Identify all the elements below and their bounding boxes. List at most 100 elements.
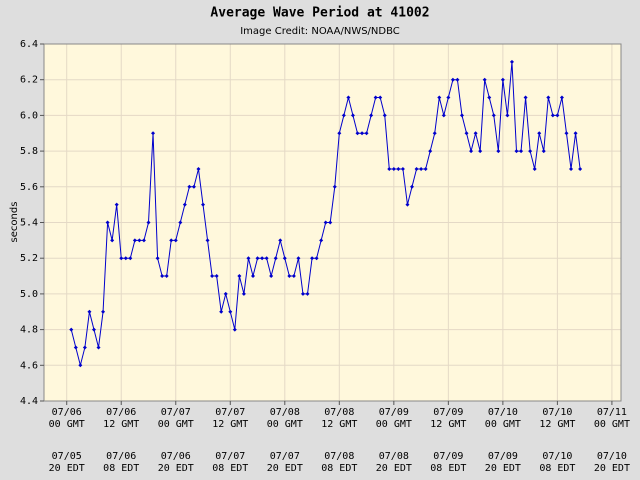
- data-point: [350, 113, 355, 118]
- data-point: [173, 238, 178, 243]
- data-point: [123, 256, 128, 261]
- data-point: [273, 256, 278, 261]
- data-point: [364, 131, 369, 136]
- x-tick-label: 07/06: [52, 407, 82, 418]
- data-point: [182, 202, 187, 207]
- y-tick-label: 6.4: [20, 39, 38, 50]
- data-point: [237, 274, 242, 279]
- data-point: [569, 166, 574, 171]
- x-tick-edt-time: 08 EDT: [103, 463, 139, 474]
- data-point: [419, 166, 424, 171]
- data-point: [187, 184, 192, 189]
- data-point: [446, 95, 451, 100]
- data-point: [441, 113, 446, 118]
- data-point: [346, 95, 351, 100]
- data-point: [146, 220, 151, 225]
- data-point: [559, 95, 564, 100]
- data-point: [300, 291, 305, 296]
- x-tick-edt-time: 08 EDT: [212, 463, 248, 474]
- x-tick-label: 07/10: [488, 407, 518, 418]
- data-point: [232, 327, 237, 332]
- y-tick-label: 5.8: [20, 146, 38, 157]
- data-point: [464, 131, 469, 136]
- x-tick-edt-date: 07/06: [106, 451, 136, 462]
- data-point: [178, 220, 183, 225]
- data-point: [246, 256, 251, 261]
- y-tick-label: 6.2: [20, 75, 38, 86]
- data-point: [87, 309, 92, 314]
- data-point: [196, 166, 201, 171]
- x-tick-edt-time: 20 EDT: [267, 463, 303, 474]
- data-point: [369, 113, 374, 118]
- data-point: [332, 184, 337, 189]
- x-tick-edt-time: 20 EDT: [376, 463, 412, 474]
- data-point: [323, 220, 328, 225]
- x-tick-label: 07/08: [270, 407, 300, 418]
- data-point: [105, 220, 110, 225]
- data-point: [314, 256, 319, 261]
- x-tick-time: 00 GMT: [485, 419, 521, 430]
- x-tick-time: 00 GMT: [267, 419, 303, 430]
- y-tick-label: 4.6: [20, 360, 38, 371]
- x-tick-edt-time: 08 EDT: [321, 463, 357, 474]
- data-point: [469, 149, 474, 154]
- data-point: [319, 238, 324, 243]
- data-point: [169, 238, 174, 243]
- data-point: [228, 309, 233, 314]
- data-point: [205, 238, 210, 243]
- data-point: [337, 131, 342, 136]
- data-point: [128, 256, 133, 261]
- x-tick-edt-date: 07/10: [542, 451, 572, 462]
- data-point: [151, 131, 156, 136]
- data-point: [573, 131, 578, 136]
- data-point: [132, 238, 137, 243]
- series: [69, 59, 583, 368]
- y-tick-label: 6.0: [20, 110, 38, 121]
- data-point: [459, 113, 464, 118]
- data-point: [296, 256, 301, 261]
- data-point: [291, 274, 296, 279]
- data-point: [278, 238, 283, 243]
- data-point: [432, 131, 437, 136]
- data-point: [400, 166, 405, 171]
- data-point: [423, 166, 428, 171]
- x-tick-edt-time: 20 EDT: [485, 463, 521, 474]
- chart-title: Average Wave Period at 41002: [210, 6, 429, 21]
- data-point: [478, 149, 483, 154]
- data-point: [578, 166, 583, 171]
- data-point: [564, 131, 569, 136]
- x-tick-time: 00 GMT: [376, 419, 412, 430]
- data-point: [155, 256, 160, 261]
- x-tick-edt-time: 20 EDT: [594, 463, 630, 474]
- x-tick-edt-time: 20 EDT: [49, 463, 85, 474]
- data-point: [101, 309, 106, 314]
- data-point: [437, 95, 442, 100]
- x-tick-time: 00 GMT: [594, 419, 630, 430]
- data-point: [214, 274, 219, 279]
- data-point: [473, 131, 478, 136]
- x-tick-edt-date: 07/10: [597, 451, 627, 462]
- x-tick-time: 12 GMT: [212, 419, 248, 430]
- data-point: [391, 166, 396, 171]
- data-point: [210, 274, 215, 279]
- data-point: [514, 149, 519, 154]
- data-point: [537, 131, 542, 136]
- x-tick-label: 07/09: [379, 407, 409, 418]
- data-point: [455, 77, 460, 82]
- data-point: [287, 274, 292, 279]
- x-tick-label: 07/09: [433, 407, 463, 418]
- data-point: [496, 149, 501, 154]
- data-point: [119, 256, 124, 261]
- data-point: [223, 291, 228, 296]
- data-point: [450, 77, 455, 82]
- x-tick-time: 12 GMT: [103, 419, 139, 430]
- data-point: [509, 59, 514, 64]
- y-tick-label: 5.4: [20, 218, 38, 229]
- x-tick-edt-date: 07/08: [379, 451, 409, 462]
- data-point: [282, 256, 287, 261]
- data-point: [201, 202, 206, 207]
- data-point: [482, 77, 487, 82]
- x-tick-edt-date: 07/08: [324, 451, 354, 462]
- x-tick-edt-date: 07/07: [270, 451, 300, 462]
